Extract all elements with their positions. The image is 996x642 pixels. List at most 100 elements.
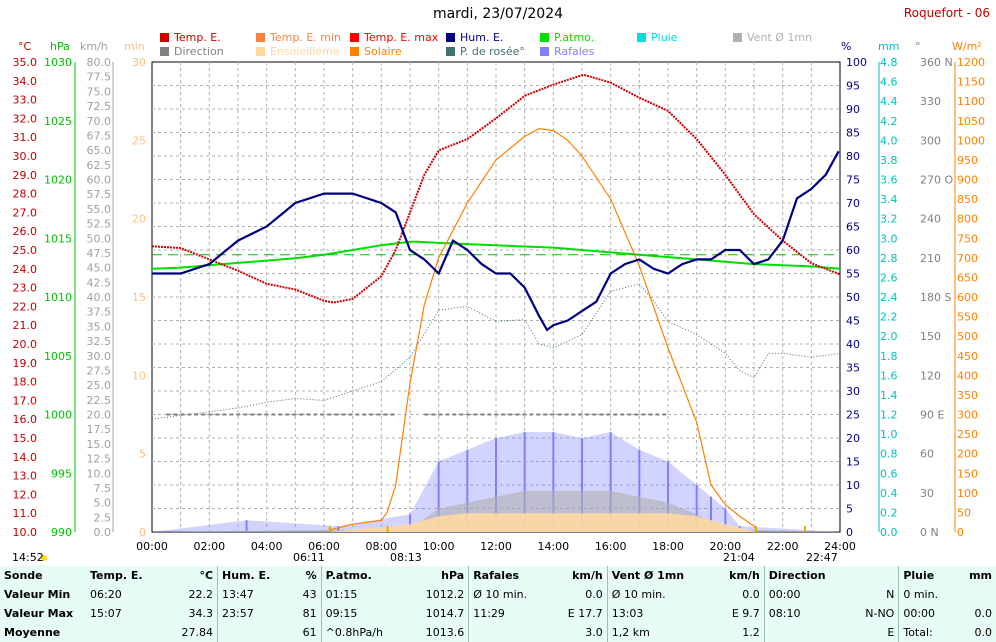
press-tick-label: 1005 <box>44 350 72 363</box>
rain-header: Pluie <box>898 566 956 585</box>
temp-tick-label: 16.0 <box>13 413 38 426</box>
wind-tick-label: 22.5 <box>87 394 112 407</box>
temp-tick-label: 11.0 <box>13 507 38 520</box>
rain-value: 0.0 <box>974 607 993 620</box>
wind-header: Vent Ø 1mn <box>606 566 714 585</box>
solar-start-time: 08:13 <box>390 551 422 564</box>
hum-tick-label: 40 <box>846 338 860 351</box>
legend-label: Pluie <box>651 31 678 44</box>
rain-value <box>955 585 996 604</box>
gust-value: E 17.7 <box>567 607 603 620</box>
sun-tick-label: 5 <box>139 448 146 461</box>
press-tick-label: 1025 <box>44 115 72 128</box>
rain-tick-label: 0.0 <box>880 526 898 539</box>
row-label: Valeur Max <box>4 607 74 620</box>
hum-tick-label: 25 <box>846 409 860 422</box>
dir-value: N <box>886 588 895 601</box>
hum-value: 61 <box>302 626 317 639</box>
wind-value: 0.0 <box>742 588 760 601</box>
temp-tick-label: 32.0 <box>13 112 38 125</box>
rain-time: Total: <box>898 623 956 642</box>
hum-tick-label: 10 <box>846 479 860 492</box>
legend-label: Hum. E. <box>460 31 504 44</box>
wind-tick-label: 25.0 <box>87 379 112 392</box>
temp-tick-label: 19.0 <box>13 357 38 370</box>
press-header: P.atmo. <box>320 566 408 585</box>
wind-unit: km/h <box>80 40 108 53</box>
press-value: 1013.6 <box>425 626 465 639</box>
gust-time <box>468 623 551 642</box>
wind-tick-label: 32.5 <box>87 335 112 348</box>
wind-tick-label: 72.5 <box>87 100 112 113</box>
wind-tick-label: 27.5 <box>87 364 112 377</box>
wind-tick-label: 62.5 <box>87 159 112 172</box>
solar-tick-label: 50 <box>957 506 971 519</box>
rain-tick-label: 4.8 <box>880 56 898 69</box>
chart-title: mardi, 23/07/2024 <box>432 6 564 22</box>
hum-tick-label: 5 <box>846 503 853 516</box>
legend-label: P. de rosée° <box>460 45 525 58</box>
rain-tick-label: 2.6 <box>880 271 898 284</box>
legend-item: Temp. E. max <box>350 31 438 44</box>
sun-tick-label: 30 <box>132 56 146 69</box>
legend-swatch <box>446 33 455 42</box>
gust-value: 3.0 <box>585 626 603 639</box>
wind-tick-label: 5.0 <box>94 497 112 510</box>
dir-tick-label: 60 <box>920 448 934 461</box>
wind-tick-label: 70.0 <box>87 115 112 128</box>
wind-time: 13:03 <box>606 604 714 623</box>
legend-swatch <box>733 33 742 42</box>
legend-swatch <box>350 47 359 56</box>
legend-label: Temp. E. max <box>364 31 439 44</box>
solar-tick-label: 1100 <box>957 95 985 108</box>
rain-tick-label: 2.8 <box>880 252 898 265</box>
wind-tick-label: 60.0 <box>87 174 112 187</box>
temp-unit-header: °C <box>199 569 214 582</box>
legend-swatch <box>256 47 265 56</box>
wind-time: Ø 10 min. <box>606 585 714 604</box>
temp-tick-label: 15.0 <box>13 432 38 445</box>
solar-tick-label: 750 <box>957 232 978 245</box>
hum-tick-label: 85 <box>846 127 860 140</box>
dir-tick-label: 180 S <box>920 291 951 304</box>
hum-tick-label: 90 <box>846 103 860 116</box>
temperature-line <box>151 74 841 304</box>
legend-label: Vent Ø 1mn <box>747 31 813 44</box>
rain-tick-label: 0.4 <box>880 487 898 500</box>
dir-tick-label: 270 O <box>920 174 953 187</box>
legend-label: Temp. E. min <box>270 31 341 44</box>
dewpoint-line <box>151 283 841 420</box>
station-name: Roquefort - 06 <box>903 6 990 20</box>
press-tick-label: 1030 <box>44 56 72 69</box>
legend-label: Rafales <box>554 45 595 58</box>
press-time: ^0.8hPa/h <box>320 623 408 642</box>
temp-tick-label: 25.0 <box>13 244 38 257</box>
temp-unit: °C <box>18 40 32 53</box>
hum-tick-label: 75 <box>846 174 860 187</box>
sun-tick-label: 10 <box>132 369 146 382</box>
solar-line <box>329 127 758 533</box>
rain-tick-label: 4.6 <box>880 76 898 89</box>
wind-time: 1,2 km <box>606 623 714 642</box>
left-timestamp: 14:52 <box>12 551 44 564</box>
wind-tick-label: 0.0 <box>94 526 112 539</box>
hum-unit: % <box>841 40 852 53</box>
press-tick-label: 1000 <box>44 409 72 422</box>
press-tick-label: 995 <box>51 467 72 480</box>
press-value: 1014.7 <box>425 607 465 620</box>
gust-time: Ø 10 min. <box>468 585 551 604</box>
solar-tick-label: 650 <box>957 271 978 284</box>
temp-tick-label: 33.0 <box>13 94 38 107</box>
sunrise-time: 06:11 <box>293 551 325 564</box>
sunshine-area <box>329 513 757 532</box>
hum-tick-label: 70 <box>846 197 860 210</box>
dir-header: Direction <box>763 566 850 585</box>
temp-tick-label: 17.0 <box>13 394 38 407</box>
temp-tick-label: 21.0 <box>13 319 38 332</box>
time-tick-label: 10:00 <box>423 540 455 553</box>
wind-tick-label: 30.0 <box>87 350 112 363</box>
wind-tick-label: 50.0 <box>87 232 112 245</box>
hum-tick-label: 60 <box>846 244 860 257</box>
temp-time: 15:07 <box>90 607 122 620</box>
rain-tick-label: 3.6 <box>880 174 898 187</box>
